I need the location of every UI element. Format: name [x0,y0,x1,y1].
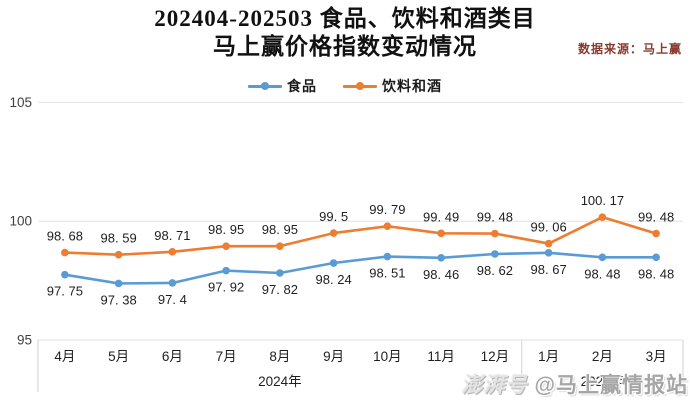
y-axis-tick-label: 95 [17,333,32,348]
data-label: 99. 48 [638,210,674,225]
data-point [652,229,660,238]
data-label: 98. 48 [638,266,674,281]
x-axis-month-label: 11月 [427,349,455,364]
data-point [491,250,499,258]
data-label: 100. 17 [581,193,624,208]
series-line-饮料和酒 [63,215,658,257]
data-point [114,279,123,288]
data-label: 97. 82 [262,282,298,297]
series-line-食品 [63,251,658,285]
chart-title: 202404-202503 食品、饮料和酒类目 马上赢价格指数变动情况 [0,5,690,61]
legend-item-food: 食品 [248,76,317,96]
data-label: 98. 71 [154,228,190,243]
y-axis-tick-label: 100 [9,214,32,229]
data-point [383,222,392,230]
data-point [598,253,607,262]
data-point [544,249,553,257]
data-label: 98. 24 [316,272,352,287]
data-label: 98. 68 [47,229,83,244]
legend-label-beverage: 饮料和酒 [382,80,442,95]
data-label: 97. 75 [47,284,83,299]
data-point [437,253,445,262]
data-point [61,270,69,279]
data-point [61,248,69,257]
data-label: 97. 92 [208,280,244,295]
data-label: 99. 5 [319,209,348,224]
data-label: 98. 51 [369,266,405,281]
data-point [383,252,392,261]
chart-title-line-1: 202404-202503 食品、饮料和酒类目 [154,6,536,31]
data-label: 98. 67 [531,262,567,277]
x-axis-year-label: 2024年 [258,374,302,389]
data-point [491,229,499,238]
chart-title-line-2: 马上赢价格指数变动情况 [213,34,477,59]
data-point [114,250,123,259]
data-point [276,242,284,250]
x-axis-month-label: 7月 [216,349,237,364]
data-point [222,266,230,275]
data-point [329,229,338,237]
data-label: 98. 95 [262,222,298,237]
x-axis-month-label: 3月 [646,349,667,364]
x-axis-month-label: 9月 [323,349,344,364]
data-point [598,213,607,221]
x-axis-month-label: 2月 [592,349,613,364]
data-point [329,259,338,267]
x-axis-month-label: 1月 [538,349,559,364]
data-label: 99. 48 [477,210,513,225]
x-axis-month-label: 10月 [373,349,402,364]
data-label: 99. 06 [531,220,567,235]
data-point [652,253,660,262]
y-axis-tick-label: 105 [9,95,32,110]
data-point [222,242,230,250]
data-label: 97. 4 [158,292,187,307]
x-axis-month-label: 12月 [481,349,510,364]
x-axis-month-label: 5月 [108,349,129,364]
legend-dot-icon [261,82,269,90]
data-label: 98. 46 [423,267,459,282]
data-point [276,269,284,277]
data-point [544,239,553,248]
x-axis-month-label: 4月 [54,349,75,364]
data-point [168,279,177,287]
data-label: 98. 95 [208,222,244,237]
chart-legend: 食品 饮料和酒 [0,76,690,96]
data-point [168,248,177,256]
data-label: 99. 79 [369,202,405,217]
data-label: 97. 38 [101,292,137,307]
legend-item-beverage: 饮料和酒 [343,76,442,96]
data-point [437,229,445,238]
legend-label-food: 食品 [287,80,317,95]
x-axis-month-label: 8月 [269,349,290,364]
data-label: 98. 48 [584,266,620,281]
legend-line-dot-icon [343,82,377,90]
data-label: 98. 59 [101,231,137,246]
legend-dot-icon [356,82,364,90]
data-source-note: 数据来源：马上赢 [577,42,682,56]
data-label: 99. 49 [423,209,459,224]
x-axis-year-label: 2025年 [581,374,625,389]
data-label: 98. 62 [477,263,513,278]
legend-line-dot-icon [248,82,282,90]
x-axis-month-label: 6月 [162,349,183,364]
